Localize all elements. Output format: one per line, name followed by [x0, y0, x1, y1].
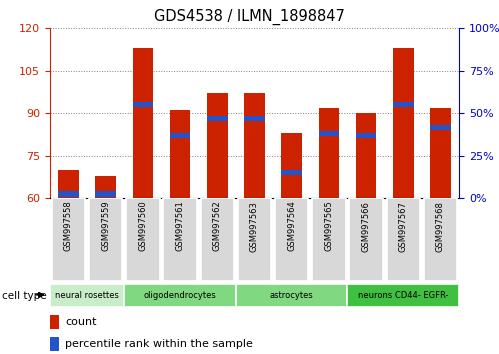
FancyBboxPatch shape: [238, 198, 271, 281]
Text: GSM997568: GSM997568: [436, 201, 445, 252]
FancyBboxPatch shape: [124, 285, 236, 307]
Bar: [170, 110, 190, 198]
Bar: [95, 192, 116, 196]
FancyBboxPatch shape: [163, 198, 197, 281]
FancyBboxPatch shape: [50, 285, 124, 307]
Bar: [95, 176, 116, 198]
Bar: [50, 315, 59, 329]
Bar: [393, 102, 414, 107]
Bar: [245, 93, 264, 198]
FancyBboxPatch shape: [387, 198, 420, 281]
Text: GSM997559: GSM997559: [101, 201, 110, 251]
Text: count: count: [65, 317, 97, 327]
Bar: [356, 133, 376, 138]
FancyBboxPatch shape: [52, 198, 85, 281]
Bar: [430, 125, 451, 130]
FancyBboxPatch shape: [275, 198, 308, 281]
FancyBboxPatch shape: [89, 198, 122, 281]
Text: GSM997558: GSM997558: [64, 201, 73, 251]
Text: oligodendrocytes: oligodendrocytes: [144, 291, 217, 300]
Bar: [207, 93, 228, 198]
Text: GSM997566: GSM997566: [362, 201, 371, 252]
Bar: [133, 102, 153, 107]
Text: neural rosettes: neural rosettes: [55, 291, 119, 300]
Bar: [319, 108, 339, 198]
FancyBboxPatch shape: [347, 285, 459, 307]
Bar: [58, 192, 79, 196]
FancyBboxPatch shape: [236, 285, 347, 307]
Text: GSM997565: GSM997565: [324, 201, 333, 251]
Bar: [393, 48, 414, 198]
Bar: [207, 116, 228, 121]
Bar: [245, 116, 264, 121]
Text: GSM997560: GSM997560: [138, 201, 147, 251]
Bar: [50, 337, 59, 350]
Bar: [356, 113, 376, 198]
Bar: [58, 170, 79, 198]
FancyBboxPatch shape: [312, 198, 346, 281]
Text: GSM997567: GSM997567: [399, 201, 408, 252]
Bar: [281, 133, 302, 198]
FancyBboxPatch shape: [424, 198, 457, 281]
Text: GDS4538 / ILMN_1898847: GDS4538 / ILMN_1898847: [154, 9, 345, 25]
FancyBboxPatch shape: [201, 198, 234, 281]
Bar: [430, 108, 451, 198]
Bar: [170, 133, 190, 138]
Bar: [281, 170, 302, 175]
Bar: [319, 131, 339, 136]
Text: GSM997562: GSM997562: [213, 201, 222, 251]
Text: neurons CD44- EGFR-: neurons CD44- EGFR-: [358, 291, 449, 300]
Text: GSM997563: GSM997563: [250, 201, 259, 252]
Text: GSM997564: GSM997564: [287, 201, 296, 251]
FancyBboxPatch shape: [349, 198, 383, 281]
Text: GSM997561: GSM997561: [176, 201, 185, 251]
FancyBboxPatch shape: [126, 198, 160, 281]
Text: percentile rank within the sample: percentile rank within the sample: [65, 339, 253, 349]
Text: cell type: cell type: [2, 291, 47, 301]
Bar: [133, 48, 153, 198]
Text: astrocytes: astrocytes: [270, 291, 313, 300]
